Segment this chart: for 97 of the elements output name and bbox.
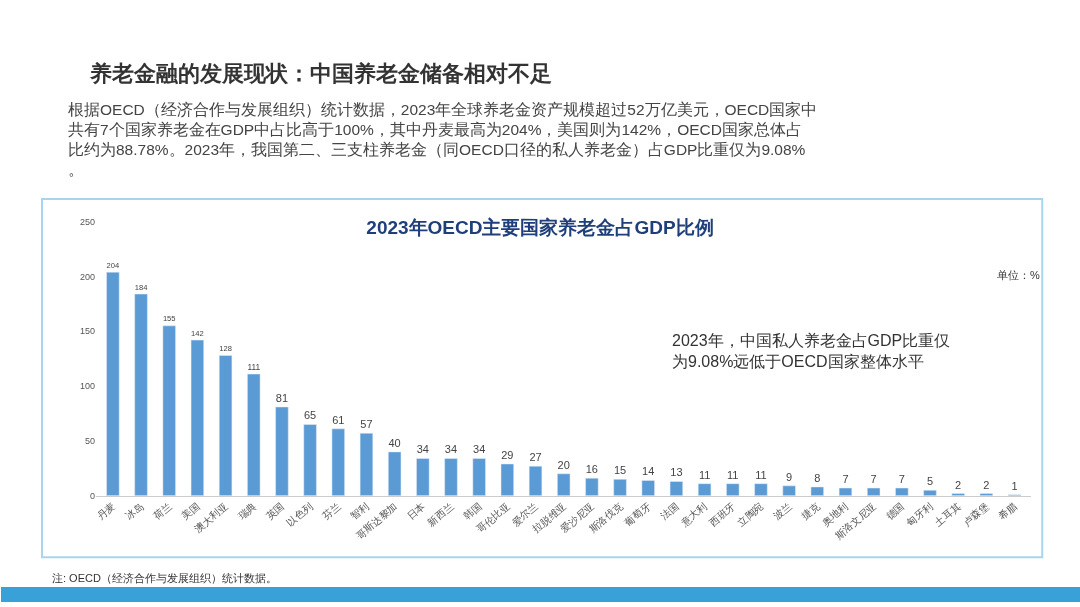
bar	[303, 424, 317, 496]
x-tick-label: 瑞典	[235, 500, 259, 522]
data-label: 34	[473, 443, 486, 456]
bar	[726, 483, 740, 496]
chart-title: 2023年OECD主要国家养老金占GDP比例	[366, 217, 714, 239]
y-tick-label: 250	[79, 216, 95, 227]
x-tick-label: 捷克	[799, 500, 822, 522]
annotation: 单位：%	[997, 269, 1040, 281]
x-tick-label: 德国	[883, 500, 907, 522]
data-label: 128	[219, 344, 232, 354]
data-label: 1	[1011, 479, 1018, 492]
bar	[782, 485, 796, 496]
bar	[416, 458, 430, 496]
data-label: 57	[360, 418, 373, 431]
data-label: 34	[444, 443, 458, 456]
data-label: 61	[332, 413, 345, 426]
data-label: 2	[983, 478, 990, 491]
annotation: 2023年，中国私人养老金占GDP比重仅为9.08%远低于OECD国家整体水平	[672, 332, 951, 370]
x-tick-label: 法国	[658, 500, 681, 522]
x-tick-label: 波兰	[771, 500, 794, 522]
x-tick-label: 意大利	[678, 500, 710, 530]
x-tick-label: 智利	[348, 500, 371, 522]
x-tick-label: 日本	[404, 500, 428, 522]
x-tick-label: 立陶宛	[735, 500, 766, 529]
x-tick-label: 芬兰	[320, 500, 343, 522]
bar	[810, 486, 824, 496]
data-label: 29	[501, 448, 514, 461]
y-tick-label: 100	[79, 381, 95, 392]
x-tick-label: 卢森堡	[960, 500, 991, 529]
x-tick-label: 新西兰	[425, 500, 456, 529]
text: 根据OECD（经济合作与发展组织）统计数据，2023年全球养老金资产规模超过52万亿美元，OECD国家中共有7个国家养老金在GDP中占比高于100%，其中丹麦最高为204%，美国则为142%，OECD国家总体占比约为88.78%。2023年，我国第二、三支柱养老金（同OECD口径的私人养老金）占GDP比重仅为9.08%。	[68, 101, 818, 179]
y-tick-label: 0	[89, 490, 95, 501]
data-label: 7	[842, 473, 849, 486]
bar	[218, 355, 233, 496]
data-label: 7	[898, 473, 905, 486]
y-tick-label: 150	[79, 326, 95, 337]
data-label: 5	[926, 475, 934, 488]
bar	[697, 483, 712, 496]
data-label: 14	[642, 465, 655, 478]
bar	[585, 477, 599, 496]
data-label: 11	[698, 468, 711, 481]
data-label: 2	[955, 478, 962, 491]
data-label: 7	[870, 473, 877, 486]
data-label: 40	[388, 436, 401, 449]
bar	[359, 433, 374, 496]
data-label: 111	[247, 361, 261, 372]
data-label: 9	[786, 470, 793, 483]
bar	[754, 483, 768, 496]
data-label: 184	[134, 282, 148, 292]
x-tick-label: 美国	[179, 500, 202, 522]
data-label: 34	[416, 443, 429, 456]
data-label: 204	[106, 260, 120, 270]
x-tick-label: 以色列	[284, 500, 315, 529]
bar	[500, 463, 514, 496]
x-tick-label: 西班牙	[707, 500, 738, 529]
text: 注: OECD（经济合作与发展组织）统计数据。	[52, 572, 277, 584]
bar	[331, 428, 345, 496]
data-label: 13	[670, 466, 683, 479]
bar	[923, 490, 937, 496]
data-label: 8	[814, 471, 821, 484]
bar	[472, 458, 486, 496]
bar	[895, 487, 909, 496]
data-label: 11	[727, 468, 739, 481]
y-tick-label: 50	[84, 436, 95, 447]
bar	[867, 487, 881, 496]
data-label: 16	[585, 463, 598, 476]
bar	[613, 479, 627, 496]
y-tick-label: 200	[79, 271, 95, 282]
x-tick-label: 丹麦	[94, 500, 118, 522]
bar	[134, 293, 148, 496]
bar	[275, 406, 289, 496]
bar	[190, 339, 204, 496]
bar	[528, 465, 543, 496]
bar	[641, 480, 655, 496]
bar	[162, 325, 176, 496]
x-tick-label: 冰岛	[123, 500, 146, 522]
bar	[557, 473, 571, 496]
x-tick-label: 希腊	[996, 500, 1020, 522]
data-label: 20	[557, 458, 570, 471]
data-label: 15	[613, 464, 627, 477]
x-tick-label: 英国	[264, 500, 287, 522]
bar	[444, 458, 458, 496]
data-label: 155	[162, 314, 176, 324]
x-tick-label: 匈牙利	[904, 500, 935, 529]
data-label: 11	[755, 468, 767, 481]
x-tick-label: 荷兰	[151, 500, 174, 522]
data-label: 27	[529, 451, 542, 464]
text: 养老金融的发展现状：中国养老金储备相对不足	[89, 61, 552, 86]
bar	[838, 487, 853, 496]
bar	[247, 373, 261, 496]
bar	[106, 271, 120, 496]
data-label: 81	[275, 391, 289, 404]
bar	[669, 481, 683, 496]
data-label: 142	[191, 328, 204, 338]
bar	[388, 451, 402, 496]
x-tick-label: 韩国	[461, 500, 484, 522]
data-label: 65	[303, 409, 317, 422]
